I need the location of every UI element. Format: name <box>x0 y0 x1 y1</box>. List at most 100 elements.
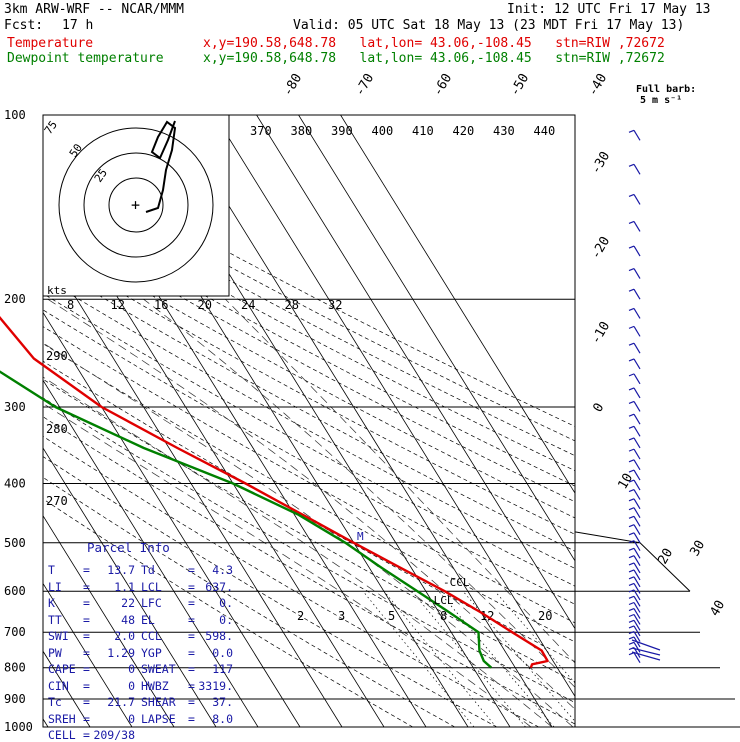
temperature-location: x,y=190.58,648.78 lat,lon= 43.06,-108.45… <box>203 36 665 51</box>
parcel-info-cell: = <box>188 629 195 643</box>
wind-barb <box>628 569 641 581</box>
theta-label: 390 <box>331 124 353 138</box>
wind-barb <box>628 307 641 319</box>
temp-tick-label: -70 <box>352 71 377 99</box>
hodograph-speed-tick: 32 <box>328 298 342 312</box>
temp-tick-label: 10 <box>615 471 636 492</box>
hodograph-speed-tick: 12 <box>111 298 125 312</box>
theta-label: 400 <box>372 124 394 138</box>
hodograph-frame <box>42 114 230 297</box>
pressure-tick-label: 400 <box>4 476 26 490</box>
wind-legend-units: 5 m s⁻¹ <box>640 95 682 106</box>
parcel-info-cell: = <box>188 678 195 693</box>
wind-barb <box>628 613 641 625</box>
theta-label: 430 <box>493 124 515 138</box>
temp-tick-label: -50 <box>507 71 532 99</box>
moist-adiabat <box>225 298 575 664</box>
mixing-ratio-label: 20 <box>538 609 552 623</box>
wind-barb <box>628 193 641 205</box>
parcel-info-cell: 4.3 <box>212 563 233 577</box>
moist-adiabat <box>43 376 553 727</box>
parcel-info-cell: = <box>83 662 90 676</box>
wind-barb <box>628 498 641 510</box>
parcel-info-cell: = <box>83 645 90 660</box>
dry-adiabat <box>43 397 575 703</box>
parcel-info-cell: CELL <box>48 728 76 742</box>
temp-tick-label: 0 <box>590 401 607 415</box>
pressure-tick-label: 700 <box>4 625 26 639</box>
wind-barb <box>628 562 641 574</box>
dry-adiabat <box>43 175 575 457</box>
parcel-info-cell: TT <box>48 612 62 627</box>
wind-barb <box>628 387 641 399</box>
forecast-label: Fcst: <box>4 18 44 33</box>
ccl-annotation: -CCL <box>443 576 470 589</box>
parcel-info-cell: YGP <box>141 645 162 660</box>
pressure-tick-label: 200 <box>4 292 26 306</box>
hodograph-ring <box>58 127 214 283</box>
parcel-info-cell: 13.7 <box>107 563 135 577</box>
parcel-info-cell: = <box>188 579 195 594</box>
dry-adiabat <box>43 261 575 552</box>
wind-barb <box>628 507 641 519</box>
hodograph-ring <box>108 177 164 233</box>
mixing-ratio-line <box>362 590 475 727</box>
wind-barbs <box>628 129 661 663</box>
wind-barb <box>628 459 641 471</box>
wind-barb <box>628 129 641 141</box>
dry-adiabat <box>43 189 575 472</box>
theta-label: 440 <box>534 124 556 138</box>
wind-barb <box>628 625 641 637</box>
wind-barb <box>628 163 641 175</box>
parcel-info-cell: = <box>83 695 90 709</box>
parcel-info-cell: = <box>188 711 195 726</box>
parcel-info-cell: LI <box>48 579 62 594</box>
wind-barb <box>628 469 641 481</box>
wind-barb <box>628 589 641 601</box>
temp-tick-label: -60 <box>430 71 455 99</box>
wind-barb <box>628 608 641 619</box>
pressure-tick-label: 600 <box>4 584 26 598</box>
wind-barb <box>628 540 641 551</box>
theta-label-left: 280 <box>46 422 68 436</box>
wind-barb <box>628 515 641 527</box>
mixing-ratio-line <box>411 590 526 727</box>
dry-adiabat <box>43 246 575 535</box>
isotherm-line <box>340 115 575 494</box>
temp-tick-label: 30 <box>687 538 708 559</box>
parcel-info-cell: = <box>83 612 90 627</box>
plot-frame <box>42 114 576 728</box>
hodograph-speed-tick: 16 <box>154 298 168 312</box>
parcel-info-cell: = <box>188 563 195 577</box>
wind-barb <box>628 532 641 544</box>
dry-adiabat <box>43 435 539 727</box>
moist-adiabat <box>143 298 575 688</box>
wind-legend-label: Full barb: <box>636 84 696 95</box>
dewpoint-legend: Dewpoint temperature <box>7 51 164 66</box>
dry-adiabat <box>43 309 575 605</box>
parcel-info-cell: SWEAT <box>141 662 176 676</box>
parcel-info-cell: 22 <box>121 596 135 610</box>
parcel-info-cell: Tc <box>48 695 62 709</box>
wind-barb <box>628 641 641 653</box>
parcel-info-title: Parcel Info <box>87 540 170 555</box>
parcel-info-cell: 2.0 <box>114 629 135 643</box>
temp-tick-label: 40 <box>707 598 728 619</box>
hodograph-speed-tick: 24 <box>241 298 255 312</box>
pressure-tick-label: 100 <box>4 108 26 122</box>
parcel-info-cell: = <box>188 645 195 660</box>
parcel-info-cell: 0. <box>219 596 233 610</box>
parcel-info-cell: = <box>83 563 90 577</box>
temperature-legend: Temperature <box>7 36 94 51</box>
dry-adiabat <box>43 293 575 587</box>
mixing-ratio-label: 8 <box>440 609 447 623</box>
parcel-info-cell: 21.7 <box>107 695 135 709</box>
isotherm-line <box>214 115 575 698</box>
theta-label: 370 <box>250 124 272 138</box>
parcel-info-cell: HWBZ <box>141 678 169 693</box>
dry-adiabat <box>43 476 455 727</box>
hodograph-speed-tick: 20 <box>198 298 212 312</box>
dry-adiabat <box>43 416 575 725</box>
wind-barb <box>628 267 641 279</box>
